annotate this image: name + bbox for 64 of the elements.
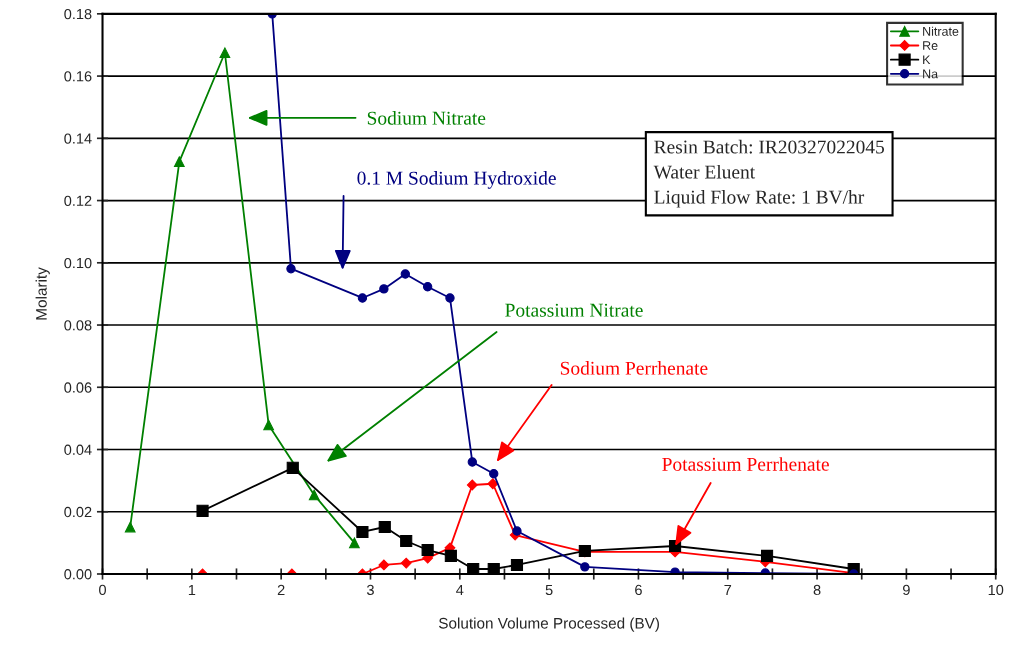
y-tick-label: 0.04 bbox=[64, 444, 92, 455]
point bbox=[510, 558, 524, 572]
point bbox=[512, 526, 522, 536]
annotation: Sodium Perrhenate bbox=[560, 361, 708, 375]
y-tick-label: 0.18 bbox=[64, 8, 92, 20]
point bbox=[400, 557, 412, 569]
y-tick-label: 0.12 bbox=[64, 195, 92, 206]
point bbox=[219, 47, 231, 59]
point bbox=[760, 549, 774, 563]
x-tick-label: 0 bbox=[99, 584, 106, 596]
point bbox=[421, 543, 434, 557]
point bbox=[378, 520, 391, 534]
legend-label: Na bbox=[923, 69, 939, 79]
annotation: Potassium Perrhenate bbox=[662, 457, 829, 471]
legend-label: Re bbox=[923, 41, 938, 50]
x-tick-label: 5 bbox=[545, 584, 553, 596]
y-tick-label: 0.02 bbox=[64, 506, 92, 518]
point bbox=[467, 457, 477, 467]
x-tick-label: 8 bbox=[813, 584, 821, 596]
legend-label: Nitrate bbox=[923, 26, 959, 36]
y-tick-label: 0.08 bbox=[64, 320, 92, 331]
y-tick-label: 0.10 bbox=[64, 257, 92, 269]
x-tick-label: 9 bbox=[903, 584, 910, 596]
point bbox=[400, 269, 410, 279]
point bbox=[487, 478, 499, 490]
point bbox=[487, 562, 500, 574]
x-tick-label: 10 bbox=[988, 584, 1004, 596]
point bbox=[444, 549, 457, 563]
point bbox=[466, 479, 478, 491]
point bbox=[286, 461, 299, 474]
point bbox=[356, 525, 369, 539]
point bbox=[489, 469, 499, 479]
x-axis-title: Solution Volume Processed (BV) bbox=[438, 617, 659, 632]
point bbox=[263, 419, 275, 431]
point bbox=[357, 293, 368, 303]
legend-label: K bbox=[923, 55, 931, 64]
y-tick-label: 0.06 bbox=[64, 382, 92, 393]
y-tick-label: 0.00 bbox=[64, 569, 92, 580]
x-tick-label: 3 bbox=[366, 584, 374, 596]
point bbox=[467, 562, 480, 574]
point bbox=[173, 156, 185, 168]
y-axis-title: Molarity bbox=[35, 267, 50, 320]
x-tick-label: 6 bbox=[635, 584, 642, 596]
point bbox=[445, 293, 455, 303]
x-tick-label: 2 bbox=[277, 584, 285, 595]
x-tick-label: 7 bbox=[724, 584, 732, 595]
point bbox=[349, 537, 360, 549]
point bbox=[286, 264, 296, 274]
point bbox=[308, 489, 320, 501]
point bbox=[378, 559, 390, 571]
annotation: Potassium Nitrate bbox=[505, 303, 643, 317]
y-tick-label: 0.16 bbox=[64, 71, 92, 82]
point bbox=[422, 282, 433, 292]
point bbox=[196, 504, 209, 517]
y-tick-label: 0.14 bbox=[64, 133, 92, 144]
annotation: Resin Batch: IR20327022045 Water Eluent Liquid Flow Rate: 1 BV/hr bbox=[653, 139, 885, 208]
point bbox=[379, 284, 389, 294]
point bbox=[400, 534, 413, 548]
point bbox=[124, 521, 136, 533]
annotation: 0.1 M Sodium Hydroxide bbox=[357, 171, 556, 189]
annotation: Sodium Nitrate bbox=[367, 111, 486, 125]
x-tick-label: 1 bbox=[188, 584, 196, 595]
point bbox=[580, 562, 590, 572]
x-tick-label: 4 bbox=[456, 584, 464, 595]
